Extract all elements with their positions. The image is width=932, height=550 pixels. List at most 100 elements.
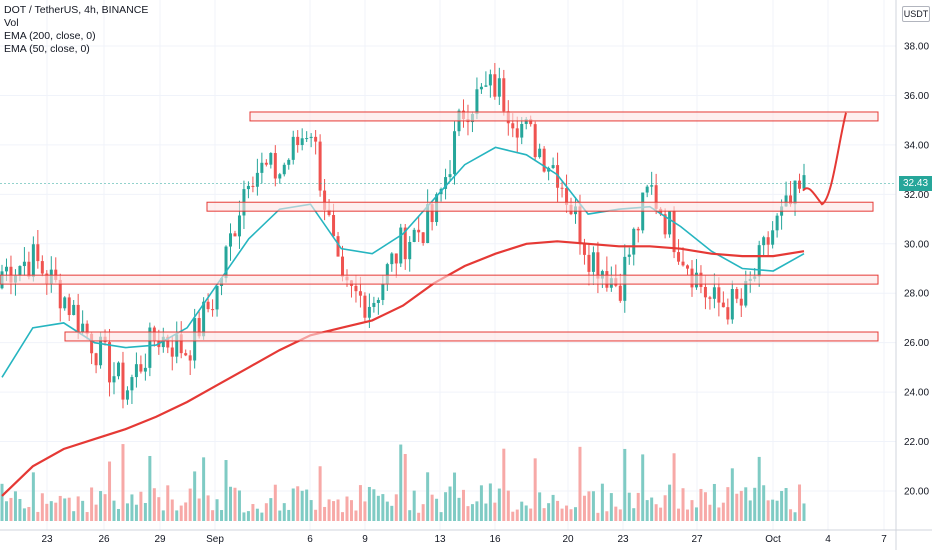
candle-body <box>143 367 147 372</box>
candle-body <box>560 187 564 189</box>
volume-bar <box>76 496 80 521</box>
candle-body <box>708 297 712 299</box>
volume-bar <box>376 495 380 521</box>
candle-body <box>739 298 743 306</box>
volume-bar <box>623 448 627 521</box>
volume-bar <box>461 489 465 521</box>
volume-bar <box>439 512 443 521</box>
volume-bar <box>762 485 766 521</box>
candle-body <box>22 261 26 267</box>
candle-body <box>565 188 569 205</box>
volume-bar <box>766 500 770 521</box>
volume-bar <box>179 505 183 521</box>
legend-ema50: EMA (50, close, 0) <box>4 43 90 55</box>
support-resistance-zone <box>64 331 879 342</box>
candle-body <box>63 297 67 309</box>
candle-body <box>314 136 318 142</box>
volume-bar <box>641 454 645 521</box>
volume-bar <box>466 506 470 521</box>
volume-bar <box>560 508 564 521</box>
volume-bar <box>63 498 67 521</box>
volume-bar <box>318 466 322 521</box>
volume-bar <box>9 497 13 521</box>
volume-bar <box>18 498 22 521</box>
volume-bar <box>58 495 62 521</box>
candle-body <box>735 289 739 299</box>
candle-body <box>475 89 479 115</box>
candle-body <box>166 336 170 348</box>
volume-bar <box>323 506 327 521</box>
candle-body <box>618 285 622 301</box>
candle-body <box>412 229 416 243</box>
candle-body <box>27 261 31 277</box>
volume-bar <box>358 485 362 521</box>
candle-body <box>408 242 412 260</box>
candle-body <box>520 123 524 138</box>
volume-bar <box>600 483 604 521</box>
support-resistance-zone <box>0 274 879 285</box>
volume-bar <box>390 505 394 521</box>
candle-body <box>188 355 192 361</box>
y-tick-label: 30.00 <box>904 239 929 250</box>
volume-bar <box>511 511 515 521</box>
volume-bar <box>542 508 546 521</box>
volume-bar <box>430 494 434 521</box>
volume-bar <box>582 495 586 521</box>
volume-bar <box>282 503 286 521</box>
x-tick-label: Oct <box>765 534 781 545</box>
volume-bar <box>771 499 775 521</box>
candle-body <box>287 159 291 165</box>
volume-bar <box>148 455 152 521</box>
volume-bar <box>533 458 537 521</box>
candle-body <box>202 301 206 337</box>
volume-bar <box>184 502 188 521</box>
candle-body <box>632 228 636 255</box>
candle-body <box>654 185 658 209</box>
volume-bar <box>72 511 76 521</box>
volume-bar <box>654 504 658 521</box>
candle-body <box>211 309 215 311</box>
candle-body <box>72 304 76 316</box>
candle-body <box>448 174 452 178</box>
volume-bar <box>538 492 542 521</box>
candle-body <box>766 237 770 245</box>
volume-bar <box>45 503 49 521</box>
candle-body <box>672 211 676 253</box>
volume-bar <box>260 512 264 521</box>
volume-bar <box>85 512 89 521</box>
volume-bar <box>332 501 336 521</box>
volume-bar <box>211 510 215 521</box>
volume-bar <box>515 509 519 521</box>
volume-bar <box>730 468 734 521</box>
candle-body <box>327 209 331 216</box>
volume-bar <box>493 502 497 521</box>
currency-selector[interactable]: USDT <box>902 6 930 22</box>
volume-bar <box>708 504 712 521</box>
volume-bar <box>300 490 304 521</box>
candle-body <box>771 230 775 245</box>
candle-body <box>721 302 725 308</box>
candle-body <box>318 141 322 191</box>
volume-bar <box>287 509 291 521</box>
candle-body <box>273 153 277 179</box>
candle-body <box>453 131 457 175</box>
candle-body <box>636 228 640 231</box>
candle-body <box>323 190 327 210</box>
candle-body <box>99 336 103 366</box>
candle-body <box>354 285 358 292</box>
volume-bar <box>103 494 107 521</box>
volume-bar <box>206 495 210 521</box>
candle-body <box>417 229 421 233</box>
y-tick-label: 38.00 <box>904 42 929 53</box>
volume-bar <box>36 511 40 521</box>
support-resistance-zone <box>249 111 879 122</box>
candle-body <box>430 204 434 223</box>
volume-bar <box>157 497 161 521</box>
x-tick-label: 26 <box>98 534 110 545</box>
candle-body <box>712 287 716 299</box>
candle-body <box>663 214 667 235</box>
volume-bar <box>686 509 690 521</box>
candle-body <box>421 232 425 244</box>
